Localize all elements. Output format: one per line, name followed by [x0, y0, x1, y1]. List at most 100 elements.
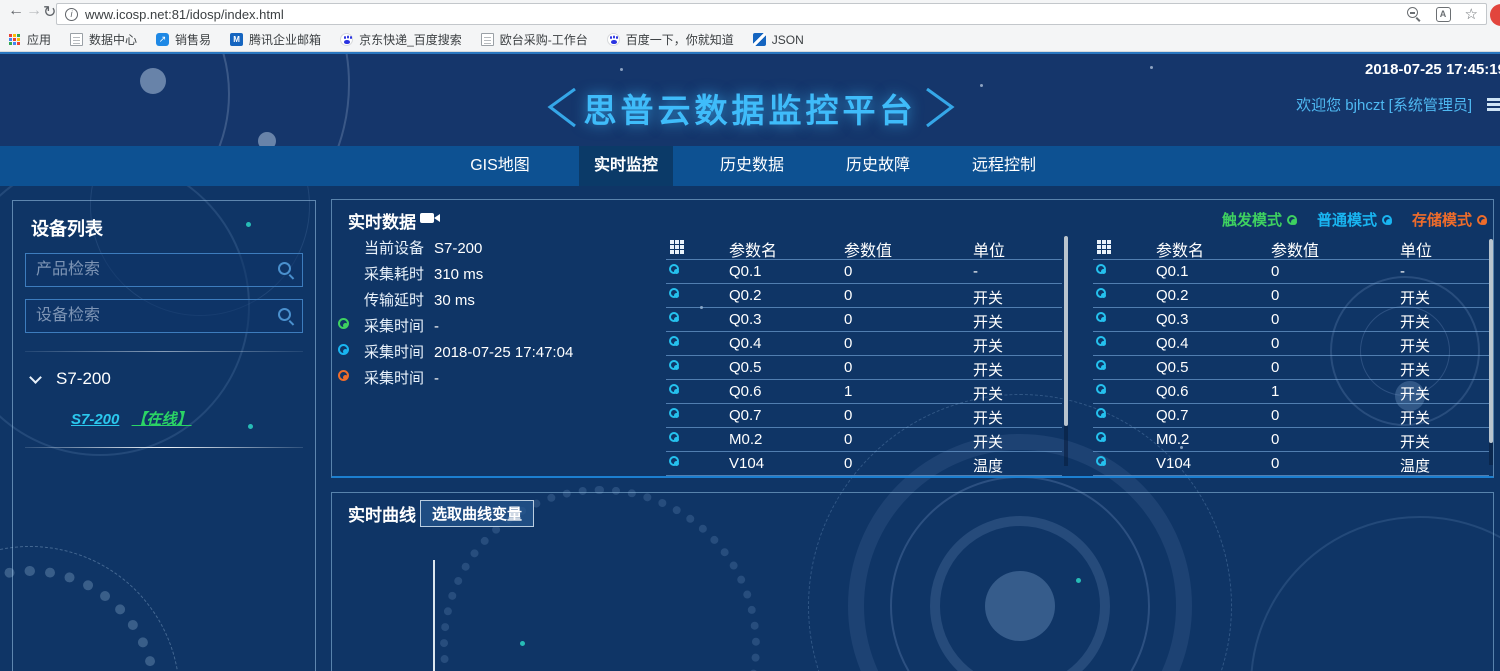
zoom-out-icon[interactable] — [1406, 6, 1422, 22]
select-curve-vars-button[interactable]: 选取曲线变量 — [420, 500, 535, 527]
tab-GIS地图[interactable]: GIS地图 — [470, 157, 530, 174]
info-label: 当前设备 — [364, 240, 425, 257]
param-row-M0.2[interactable]: M0.2 0 开关 — [666, 428, 1062, 452]
json-icon — [752, 33, 766, 46]
param-row-Q0.7[interactable]: Q0.7 0 开关 — [1093, 404, 1489, 428]
table1-scrollbar[interactable] — [1064, 236, 1068, 466]
mail-icon: M — [230, 33, 244, 46]
param-name: Q0.6 — [729, 383, 762, 400]
menu-icon[interactable] — [1487, 98, 1500, 101]
bookmark-item[interactable]: 数据中心 — [70, 31, 137, 48]
param-value: 0 — [844, 407, 853, 424]
device-search-input[interactable] — [25, 299, 303, 333]
param-name: M0.2 — [1156, 431, 1190, 448]
bookmark-item[interactable]: ↗ 销售易 — [156, 31, 211, 48]
col-header-unit: 单位 — [1400, 243, 1433, 260]
tree-node-s7-200[interactable]: S7-200 — [29, 369, 315, 389]
translate-icon[interactable]: A — [1435, 6, 1451, 22]
param-name: Q0.7 — [729, 407, 762, 424]
param-target-icon — [1096, 312, 1106, 322]
sidebar-divider — [25, 351, 303, 352]
param-row-V104[interactable]: V104 0 温度 — [1093, 452, 1489, 476]
reload-icon[interactable] — [43, 2, 56, 22]
back-icon[interactable] — [8, 2, 24, 20]
bookmarks-bar: 应用 数据中心 ↗ 销售易 M 腾讯企业邮箱 京东快递_百度搜索 欧台采购-工作台 百度一下，你… — [0, 28, 1500, 52]
param-value: 0 — [1271, 311, 1280, 328]
scrollbar-thumb[interactable] — [1489, 239, 1493, 443]
profile-avatar[interactable] — [1490, 4, 1500, 26]
bookmark-item[interactable]: 百度一下，你就知道 — [606, 31, 734, 48]
scrollbar-thumb[interactable] — [1064, 236, 1068, 426]
param-target-icon — [1096, 264, 1106, 274]
bookmark-item[interactable]: 欧台采购-工作台 — [480, 31, 588, 48]
url-text[interactable]: www.icosp.net:81/idosp/index.html — [85, 6, 284, 22]
param-row-Q0.6[interactable]: Q0.6 1 开关 — [666, 380, 1062, 404]
chart-y-axis — [433, 560, 435, 671]
tab-远程控制[interactable]: 远程控制 — [971, 157, 1036, 174]
param-row-M0.2[interactable]: M0.2 0 开关 — [1093, 428, 1489, 452]
mode-label: 触发模式 — [1221, 212, 1282, 229]
param-row-Q0.2[interactable]: Q0.2 0 开关 — [1093, 284, 1489, 308]
decor-dot — [1150, 66, 1153, 69]
param-row-Q0.3[interactable]: Q0.3 0 开关 — [666, 308, 1062, 332]
bookmark-item[interactable]: 应用 — [8, 31, 51, 48]
param-row-Q0.1[interactable]: Q0.1 0 - — [1093, 260, 1489, 284]
mode-label: 普通模式 — [1316, 212, 1377, 229]
param-row-Q0.2[interactable]: Q0.2 0 开关 — [666, 284, 1062, 308]
param-row-Q0.7[interactable]: Q0.7 0 开关 — [666, 404, 1062, 428]
search-icon[interactable] — [277, 307, 295, 325]
url-bar[interactable]: i www.icosp.net:81/idosp/index.html A ☆ — [56, 3, 1487, 25]
page-icon — [70, 33, 84, 46]
tab-实时监控[interactable]: 实时监控 — [579, 146, 673, 186]
info-value: 2018-07-25 17:47:04 — [434, 344, 574, 361]
grid-icon[interactable] — [670, 240, 674, 244]
param-target-icon — [1096, 288, 1106, 298]
param-row-Q0.5[interactable]: Q0.5 0 开关 — [1093, 356, 1489, 380]
info-label: 采集时间 — [364, 318, 425, 335]
param-row-V104[interactable]: V104 0 温度 — [666, 452, 1062, 476]
param-target-icon — [1096, 384, 1106, 394]
page-title: 思普云数据监控平台 — [583, 92, 917, 129]
param-unit: 开关 — [1400, 362, 1431, 379]
forward-icon[interactable] — [26, 2, 42, 20]
bookmark-item[interactable]: 京东快递_百度搜索 — [340, 31, 462, 48]
mode-buttons: 触发模式 普通模式 存储模式 — [1222, 209, 1487, 230]
chevron-down-icon — [29, 370, 42, 384]
param-row-Q0.4[interactable]: Q0.4 0 开关 — [1093, 332, 1489, 356]
device-link-s7-200[interactable]: S7-200 【在线】 — [71, 408, 315, 429]
page-top-divider — [0, 52, 1500, 54]
site-info-icon[interactable]: i — [65, 7, 78, 21]
bookmark-label: 应用 — [27, 33, 52, 47]
param-row-Q0.5[interactable]: Q0.5 0 开关 — [666, 356, 1062, 380]
param-unit: 温度 — [973, 458, 1004, 475]
bookmark-item[interactable]: JSON — [752, 33, 804, 47]
param-name: Q0.5 — [1156, 359, 1189, 376]
param-unit: 开关 — [1400, 434, 1431, 451]
param-row-Q0.1[interactable]: Q0.1 0 - — [666, 260, 1062, 284]
mode-button-触发模式[interactable]: 触发模式 — [1222, 209, 1297, 230]
product-search-input[interactable] — [25, 253, 303, 287]
param-row-Q0.6[interactable]: Q0.6 1 开关 — [1093, 380, 1489, 404]
realtime-data-title: 实时数据 — [348, 213, 416, 232]
param-row-Q0.4[interactable]: Q0.4 0 开关 — [666, 332, 1062, 356]
grid-icon[interactable] — [1097, 240, 1101, 244]
bookmark-star-icon[interactable]: ☆ — [1464, 5, 1478, 23]
param-target-icon — [669, 432, 679, 442]
mode-button-普通模式[interactable]: 普通模式 — [1317, 209, 1392, 230]
param-value: 0 — [1271, 287, 1280, 304]
param-value: 0 — [1271, 407, 1280, 424]
param-row-Q0.3[interactable]: Q0.3 0 开关 — [1093, 308, 1489, 332]
table2-scrollbar[interactable] — [1489, 239, 1493, 465]
bookmark-item[interactable]: M 腾讯企业邮箱 — [230, 31, 321, 48]
main-nav: GIS地图 实时监控 历史数据 历史故障 远程控制 — [0, 146, 1500, 186]
col-header-unit: 单位 — [973, 243, 1006, 260]
omnibox-actions: A ☆ — [1406, 6, 1478, 22]
paw-icon — [606, 33, 620, 46]
mode-button-存储模式[interactable]: 存储模式 — [1412, 209, 1487, 230]
tab-历史故障[interactable]: 历史故障 — [845, 157, 910, 174]
decor-ring — [0, 54, 350, 146]
param-unit: 开关 — [1400, 338, 1431, 355]
param-name: Q0.1 — [1156, 263, 1189, 280]
search-icon[interactable] — [277, 261, 295, 279]
tab-历史数据[interactable]: 历史数据 — [719, 157, 784, 174]
